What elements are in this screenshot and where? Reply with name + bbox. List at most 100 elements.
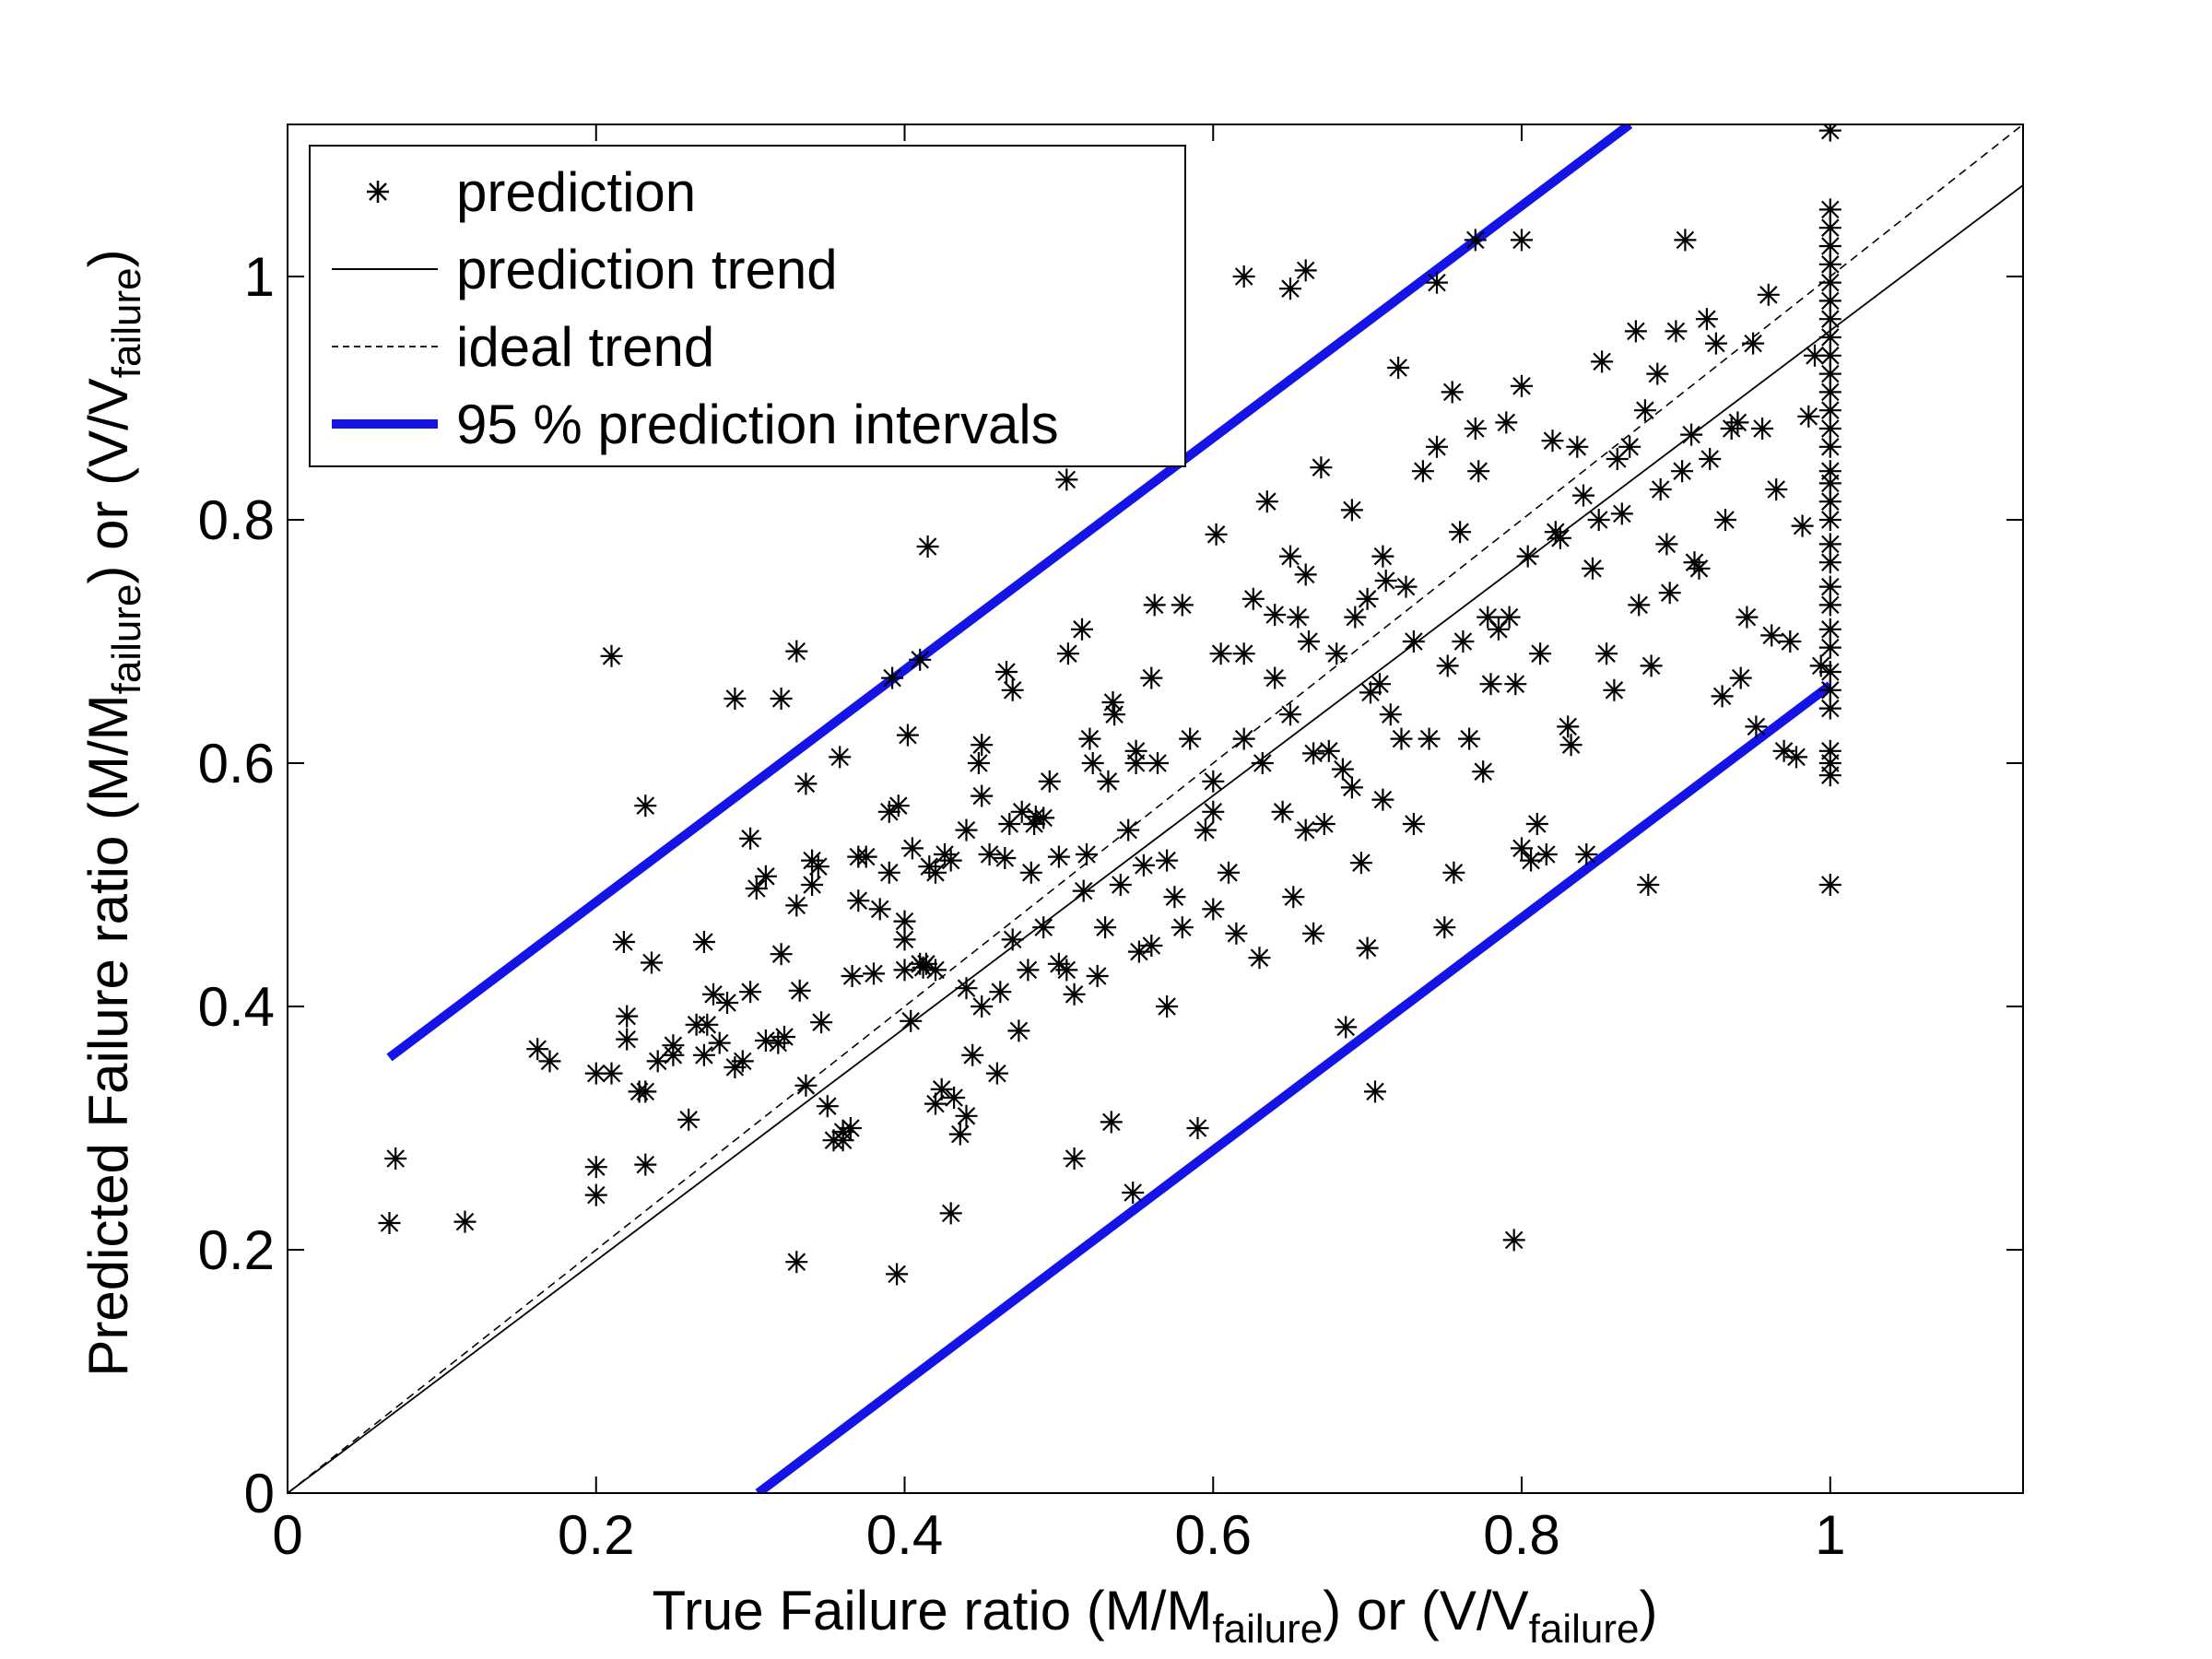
- prediction-point: [1186, 1117, 1209, 1139]
- prediction-point: [1335, 1016, 1358, 1039]
- prediction-point: [1109, 874, 1132, 896]
- prediction-point: [1364, 1080, 1386, 1103]
- prediction-point: [1618, 435, 1641, 458]
- prediction-point: [924, 861, 947, 884]
- prediction-point: [770, 943, 793, 966]
- prediction-point: [1101, 691, 1124, 713]
- prediction-point: [1742, 332, 1765, 355]
- prediction-point: [1818, 490, 1841, 513]
- prediction-point: [453, 1210, 477, 1233]
- prediction-point: [1302, 922, 1325, 945]
- prediction-point: [877, 861, 900, 884]
- prediction-point: [538, 1050, 561, 1073]
- prediction-point: [971, 734, 994, 757]
- prediction-point: [1248, 947, 1271, 970]
- prediction-point: [384, 1147, 407, 1170]
- prediction-point: [1572, 484, 1594, 507]
- prediction-point: [1140, 935, 1163, 957]
- y-tick-label: 0.8: [198, 489, 275, 551]
- prediction-point: [1202, 898, 1225, 921]
- prediction-point: [1255, 490, 1278, 513]
- prediction-point: [1695, 308, 1718, 331]
- prediction-point: [1078, 727, 1101, 750]
- legend: prediction prediction trend ideal trend …: [309, 145, 1186, 467]
- prediction-point: [1699, 448, 1722, 470]
- prediction-point: [1704, 332, 1727, 355]
- prediction-point: [887, 794, 910, 818]
- prediction-point: [1441, 381, 1464, 404]
- prediction-point: [1171, 916, 1194, 939]
- prediction-point: [1467, 460, 1490, 483]
- prediction-point: [1094, 916, 1117, 939]
- prediction-point: [995, 661, 1018, 683]
- prediction-point: [1516, 545, 1539, 568]
- prediction-point: [1010, 800, 1033, 823]
- prediction-point: [1818, 308, 1841, 331]
- plot-area: [288, 124, 2023, 1493]
- prediction-point: [1312, 813, 1335, 835]
- prediction-point: [829, 746, 852, 769]
- prediction-point: [794, 1074, 818, 1097]
- prediction-point: [1818, 697, 1841, 720]
- prediction-point: [1287, 606, 1310, 629]
- prediction-point: [1818, 418, 1841, 440]
- prediction-point: [955, 977, 978, 1000]
- legend-star-icon: [367, 181, 389, 203]
- prediction-point: [1387, 357, 1410, 379]
- prediction-point: [708, 1031, 731, 1054]
- prediction-point: [1282, 886, 1305, 909]
- prediction-point: [916, 535, 939, 558]
- prediction-point: [1464, 418, 1487, 440]
- legend-label-prediction-trend: prediction trend: [456, 239, 838, 300]
- prediction-point: [1081, 752, 1104, 774]
- prediction-point: [584, 1183, 607, 1206]
- prediction-point: [1379, 703, 1402, 726]
- prediction-point: [785, 894, 808, 917]
- prediction-point: [785, 1251, 808, 1274]
- prediction-point: [985, 1062, 1008, 1085]
- prediction-point: [612, 931, 635, 953]
- prediction-point: [854, 845, 877, 868]
- plot-frame: [287, 124, 2024, 1494]
- ideal-trend-line: [288, 124, 2023, 1493]
- prediction-point: [1331, 758, 1354, 781]
- prediction-point: [1032, 806, 1055, 830]
- prediction-point: [1765, 478, 1788, 500]
- prediction-point: [1640, 654, 1663, 677]
- prediction-point: [1171, 594, 1194, 617]
- prediction-point: [1394, 575, 1418, 598]
- prediction-point: [1063, 982, 1086, 1006]
- prediction-point: [696, 1013, 719, 1036]
- prediction-point: [1464, 229, 1487, 252]
- prediction-point: [1019, 861, 1042, 884]
- prediction-point: [662, 1043, 685, 1066]
- prediction-point: [1785, 746, 1807, 769]
- y-tick-label: 0.4: [198, 976, 275, 1038]
- prediction-point: [1436, 654, 1459, 677]
- prediction-point: [1056, 642, 1079, 665]
- prediction-point: [1818, 533, 1841, 556]
- prediction-point: [731, 1050, 754, 1073]
- prediction-point: [1310, 456, 1333, 479]
- prediction-point: [1264, 604, 1287, 626]
- prediction-point: [584, 1062, 607, 1085]
- prediction-point: [816, 1095, 839, 1118]
- prediction-point: [1325, 642, 1348, 665]
- x-tick-label: 0.8: [1483, 1504, 1559, 1566]
- prediction-point: [1374, 570, 1397, 592]
- prediction-point: [1535, 843, 1558, 865]
- prediction-point: [1735, 606, 1759, 629]
- prediction-point: [924, 959, 947, 982]
- prediction-point: [1603, 678, 1626, 701]
- prediction-point: [1132, 853, 1155, 877]
- y-tick-label: 0.2: [198, 1219, 275, 1281]
- prediction-point: [794, 772, 818, 795]
- prediction-point: [1356, 587, 1379, 610]
- prediction-point: [1751, 418, 1774, 440]
- trend-lines: [288, 124, 2023, 1493]
- prediction-point: [1156, 849, 1179, 872]
- prediction-point: [745, 877, 768, 900]
- prediction-point: [1566, 435, 1589, 458]
- prediction-point: [692, 1043, 715, 1066]
- prediction-point: [1772, 739, 1795, 762]
